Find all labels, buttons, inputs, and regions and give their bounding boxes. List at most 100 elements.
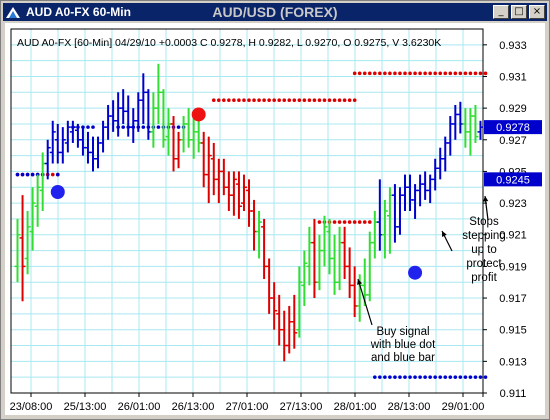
ohlc-bar: [281, 310, 288, 362]
ohlc-bar: [256, 211, 263, 259]
ohlc-bar: [24, 211, 31, 275]
ohlc-bar: [351, 266, 358, 318]
stop-dot-short: [378, 71, 382, 76]
stop-dot-short: [362, 71, 367, 76]
y-tick-label: 0.915: [499, 325, 527, 337]
stop-dot-short: [473, 71, 478, 76]
ohlc-bar: [437, 147, 444, 180]
ohlc-bar: [331, 234, 338, 295]
stop-dot-long: [388, 375, 392, 379]
stop-dot-long: [373, 375, 377, 379]
y-tick-label: 0.923: [499, 198, 527, 210]
stop-dot-long: [483, 375, 488, 379]
ohlc-bar: [402, 174, 408, 211]
stop-dot-short: [413, 71, 417, 76]
ohlc-bar: [190, 116, 197, 159]
close-button[interactable]: ×: [529, 5, 545, 19]
ohlc-bar: [34, 174, 41, 227]
ohlc-bar: [346, 247, 353, 299]
annotation-stops: up to: [471, 244, 497, 256]
ohlc-bar: [19, 195, 26, 302]
stop-dot-short: [478, 71, 483, 76]
stop-dot-short: [383, 71, 387, 76]
ohlc-bar: [432, 158, 439, 191]
stop-dot-long: [463, 375, 468, 379]
ohlc-bar: [160, 89, 167, 148]
stop-dot-long: [383, 375, 387, 379]
y-tick-label: 0.933: [499, 40, 527, 52]
ohlc-bar: [422, 171, 429, 200]
plot-area: 0.9330.9310.9290.9270.9250.9230.9210.919…: [5, 23, 545, 415]
y-tick-label: 0.919: [499, 261, 527, 273]
stop-dot-short: [443, 71, 448, 76]
y-tick-label: 0.921: [499, 230, 527, 242]
ohlc-bar: [195, 116, 202, 153]
price-label-text: 0.9278: [496, 122, 530, 134]
window-title: AUD A0-FX 60-Min: [26, 5, 131, 19]
ohlc-bar: [386, 187, 393, 254]
stop-dot-long: [156, 125, 161, 129]
stop-dot-short: [50, 172, 55, 177]
ohlc-bar: [477, 120, 484, 140]
stop-dot-short: [483, 71, 488, 76]
stop-dot-short: [237, 98, 241, 103]
maximize-button[interactable]: □: [511, 5, 527, 19]
x-tick-label: 26/01:00: [118, 401, 161, 413]
stop-dot-long: [15, 172, 20, 177]
stop-dot-short: [408, 71, 412, 76]
stop-dot-short: [362, 220, 367, 224]
stop-dot-short: [373, 71, 377, 76]
ohlc-bar: [140, 73, 147, 124]
stop-dot-short: [428, 71, 432, 76]
ohlc-bar: [271, 282, 278, 330]
stop-dot-long: [448, 375, 453, 379]
price-label-text: 0.9245: [496, 174, 530, 186]
price-label-box: [484, 172, 542, 187]
stop-dot-short: [287, 98, 292, 103]
ohlc-bar: [296, 266, 303, 338]
ohlc-bar: [220, 158, 227, 196]
x-tick-label: 27/01:00: [226, 401, 269, 413]
ohlc-bar: [90, 136, 96, 172]
stop-dot-long: [423, 375, 427, 379]
stop-dot-short: [267, 98, 271, 103]
annotation-stops: profit: [471, 272, 497, 284]
ohlc-bar: [467, 108, 474, 156]
stop-dot-long: [443, 375, 448, 379]
stop-dot-short: [327, 98, 332, 103]
ohlc-bar: [105, 104, 112, 140]
stop-dot-short: [297, 98, 302, 103]
annotation-arrow: [357, 278, 373, 326]
ohlc-bar: [412, 184, 419, 219]
stop-dot-long: [393, 375, 397, 379]
stop-dot-short: [282, 98, 287, 103]
y-tick-label: 0.931: [499, 71, 527, 83]
ohlc-info-line: AUD A0-FX [60-Min] 04/29/10 +0.0003 C 0.…: [17, 37, 441, 49]
ohlc-bar: [215, 158, 222, 204]
y-tick-label: 0.913: [499, 356, 527, 368]
ohlc-bar: [452, 104, 459, 140]
stop-dot-short: [342, 220, 347, 224]
stop-dot-short: [367, 220, 372, 224]
annotation-stops: Stops: [469, 216, 499, 228]
stop-dot-short: [468, 71, 473, 76]
minimize-button[interactable]: _: [493, 5, 509, 19]
ohlc-bar: [306, 226, 313, 286]
annotation-buy-signal: and blue bar: [371, 352, 435, 364]
ohlc-bar: [240, 174, 247, 211]
x-tick-label: 25/13:00: [64, 401, 107, 413]
x-tick-label: 27/13:00: [280, 401, 323, 413]
annotation-arrowhead: [357, 279, 363, 285]
stop-dot-short: [418, 71, 422, 76]
stop-dot-short: [342, 98, 347, 103]
stop-dot-short: [388, 71, 392, 76]
title-bar[interactable]: AUD A0-FX 60-Min AUD/USD (FOREX) _ □ ×: [3, 3, 547, 21]
ohlc-bar: [407, 174, 414, 211]
stop-dot-short: [337, 220, 342, 224]
ohlc-bar: [391, 184, 398, 243]
ohlc-bar: [115, 92, 122, 137]
stop-dot-short: [211, 98, 216, 103]
ohlc-bar: [225, 171, 232, 211]
ohlc-bar: [39, 152, 46, 211]
